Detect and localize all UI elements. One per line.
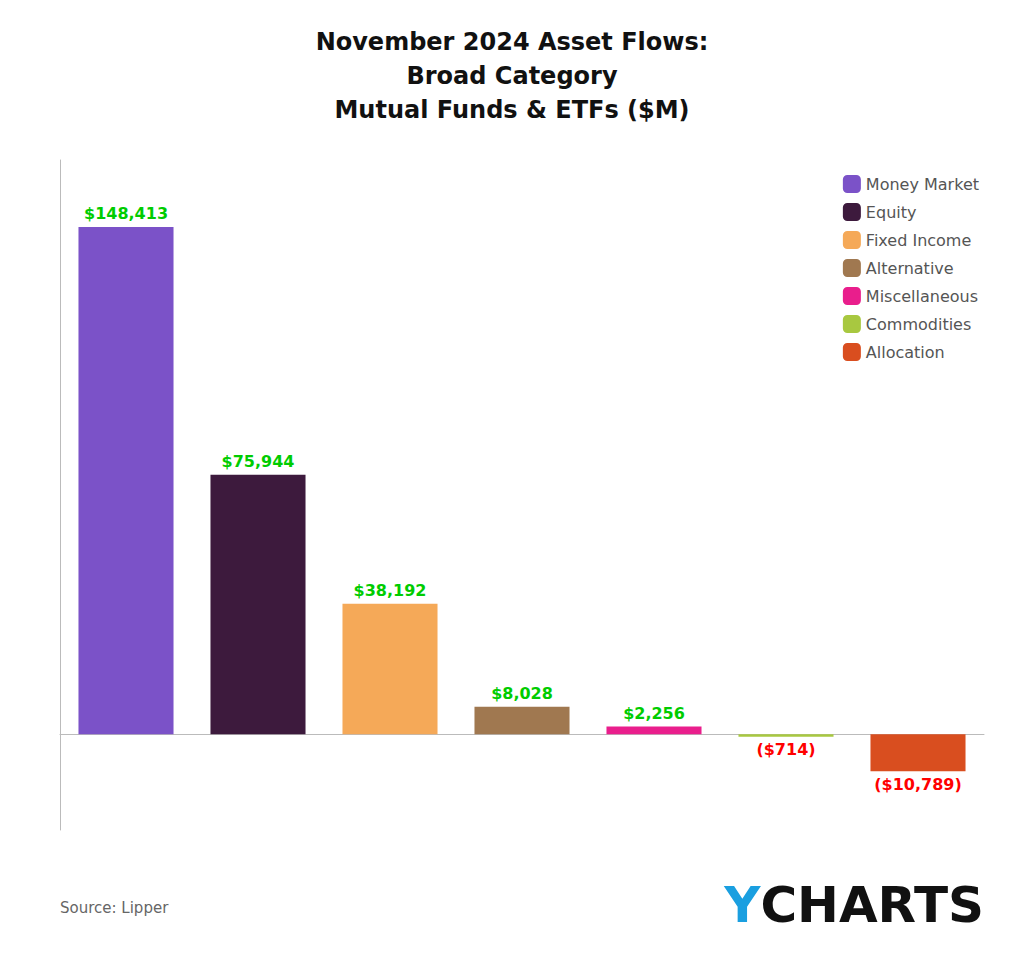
svg-text:November 2024 Asset Flows:: November 2024 Asset Flows:	[316, 28, 709, 56]
svg-text:Y: Y	[723, 876, 761, 934]
svg-text:Miscellaneous: Miscellaneous	[866, 287, 978, 306]
svg-text:CHARTS: CHARTS	[760, 876, 984, 934]
svg-text:Equity: Equity	[866, 203, 917, 222]
svg-text:Mutual Funds & ETFs ($M): Mutual Funds & ETFs ($M)	[334, 96, 689, 124]
svg-text:($714): ($714)	[756, 740, 815, 759]
svg-text:Commodities: Commodities	[866, 315, 971, 334]
svg-text:Alternative: Alternative	[866, 259, 954, 278]
svg-text:$8,028: $8,028	[491, 684, 553, 703]
svg-text:$38,192: $38,192	[354, 581, 427, 600]
svg-text:Money Market: Money Market	[866, 175, 979, 194]
svg-text:($10,789): ($10,789)	[874, 775, 962, 794]
svg-text:Fixed Income: Fixed Income	[866, 231, 971, 250]
svg-text:Allocation: Allocation	[866, 343, 945, 362]
svg-text:$2,256: $2,256	[623, 704, 685, 723]
svg-text:$75,944: $75,944	[222, 452, 295, 471]
svg-text:$148,413: $148,413	[84, 204, 168, 223]
svg-text:Source: Lipper: Source: Lipper	[60, 899, 169, 917]
svg-text:Broad Category: Broad Category	[406, 62, 617, 90]
